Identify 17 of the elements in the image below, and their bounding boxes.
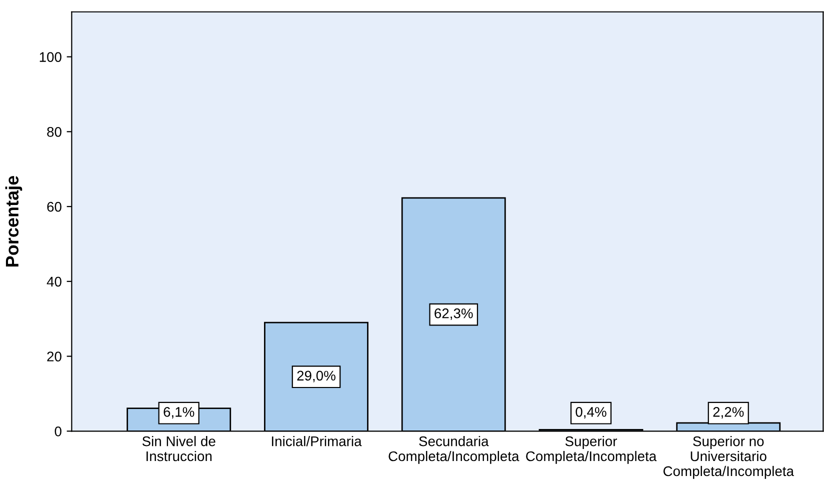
y-axis-title: Porcentaje	[5, 176, 22, 266]
x-tick-label: Secundaria Completa/Incompleta	[388, 436, 520, 464]
data-label: 6,1%	[164, 407, 194, 418]
y-tick-label: 40	[46, 276, 62, 287]
y-tick-label: 80	[47, 127, 62, 137]
data-label: 29,0%	[297, 370, 336, 382]
y-tick-label: 60	[47, 202, 62, 212]
y-tick-label: 0	[54, 426, 62, 436]
data-label: 62,3%	[434, 308, 473, 320]
x-tick-label: Superior no Universitario Completa/Incompleta	[663, 436, 794, 479]
x-tick-label: Superior Completa/Incompleta	[526, 436, 657, 464]
data-label: 0,4%	[576, 407, 606, 418]
y-tick-label: 100	[40, 52, 62, 62]
x-tick-label: Inicial/Primaria	[272, 436, 362, 446]
y-tick-label: 20	[47, 352, 62, 362]
data-label: 2,2%	[713, 407, 744, 418]
x-tick-label: Sin Nivel de Instruccion	[142, 436, 216, 462]
